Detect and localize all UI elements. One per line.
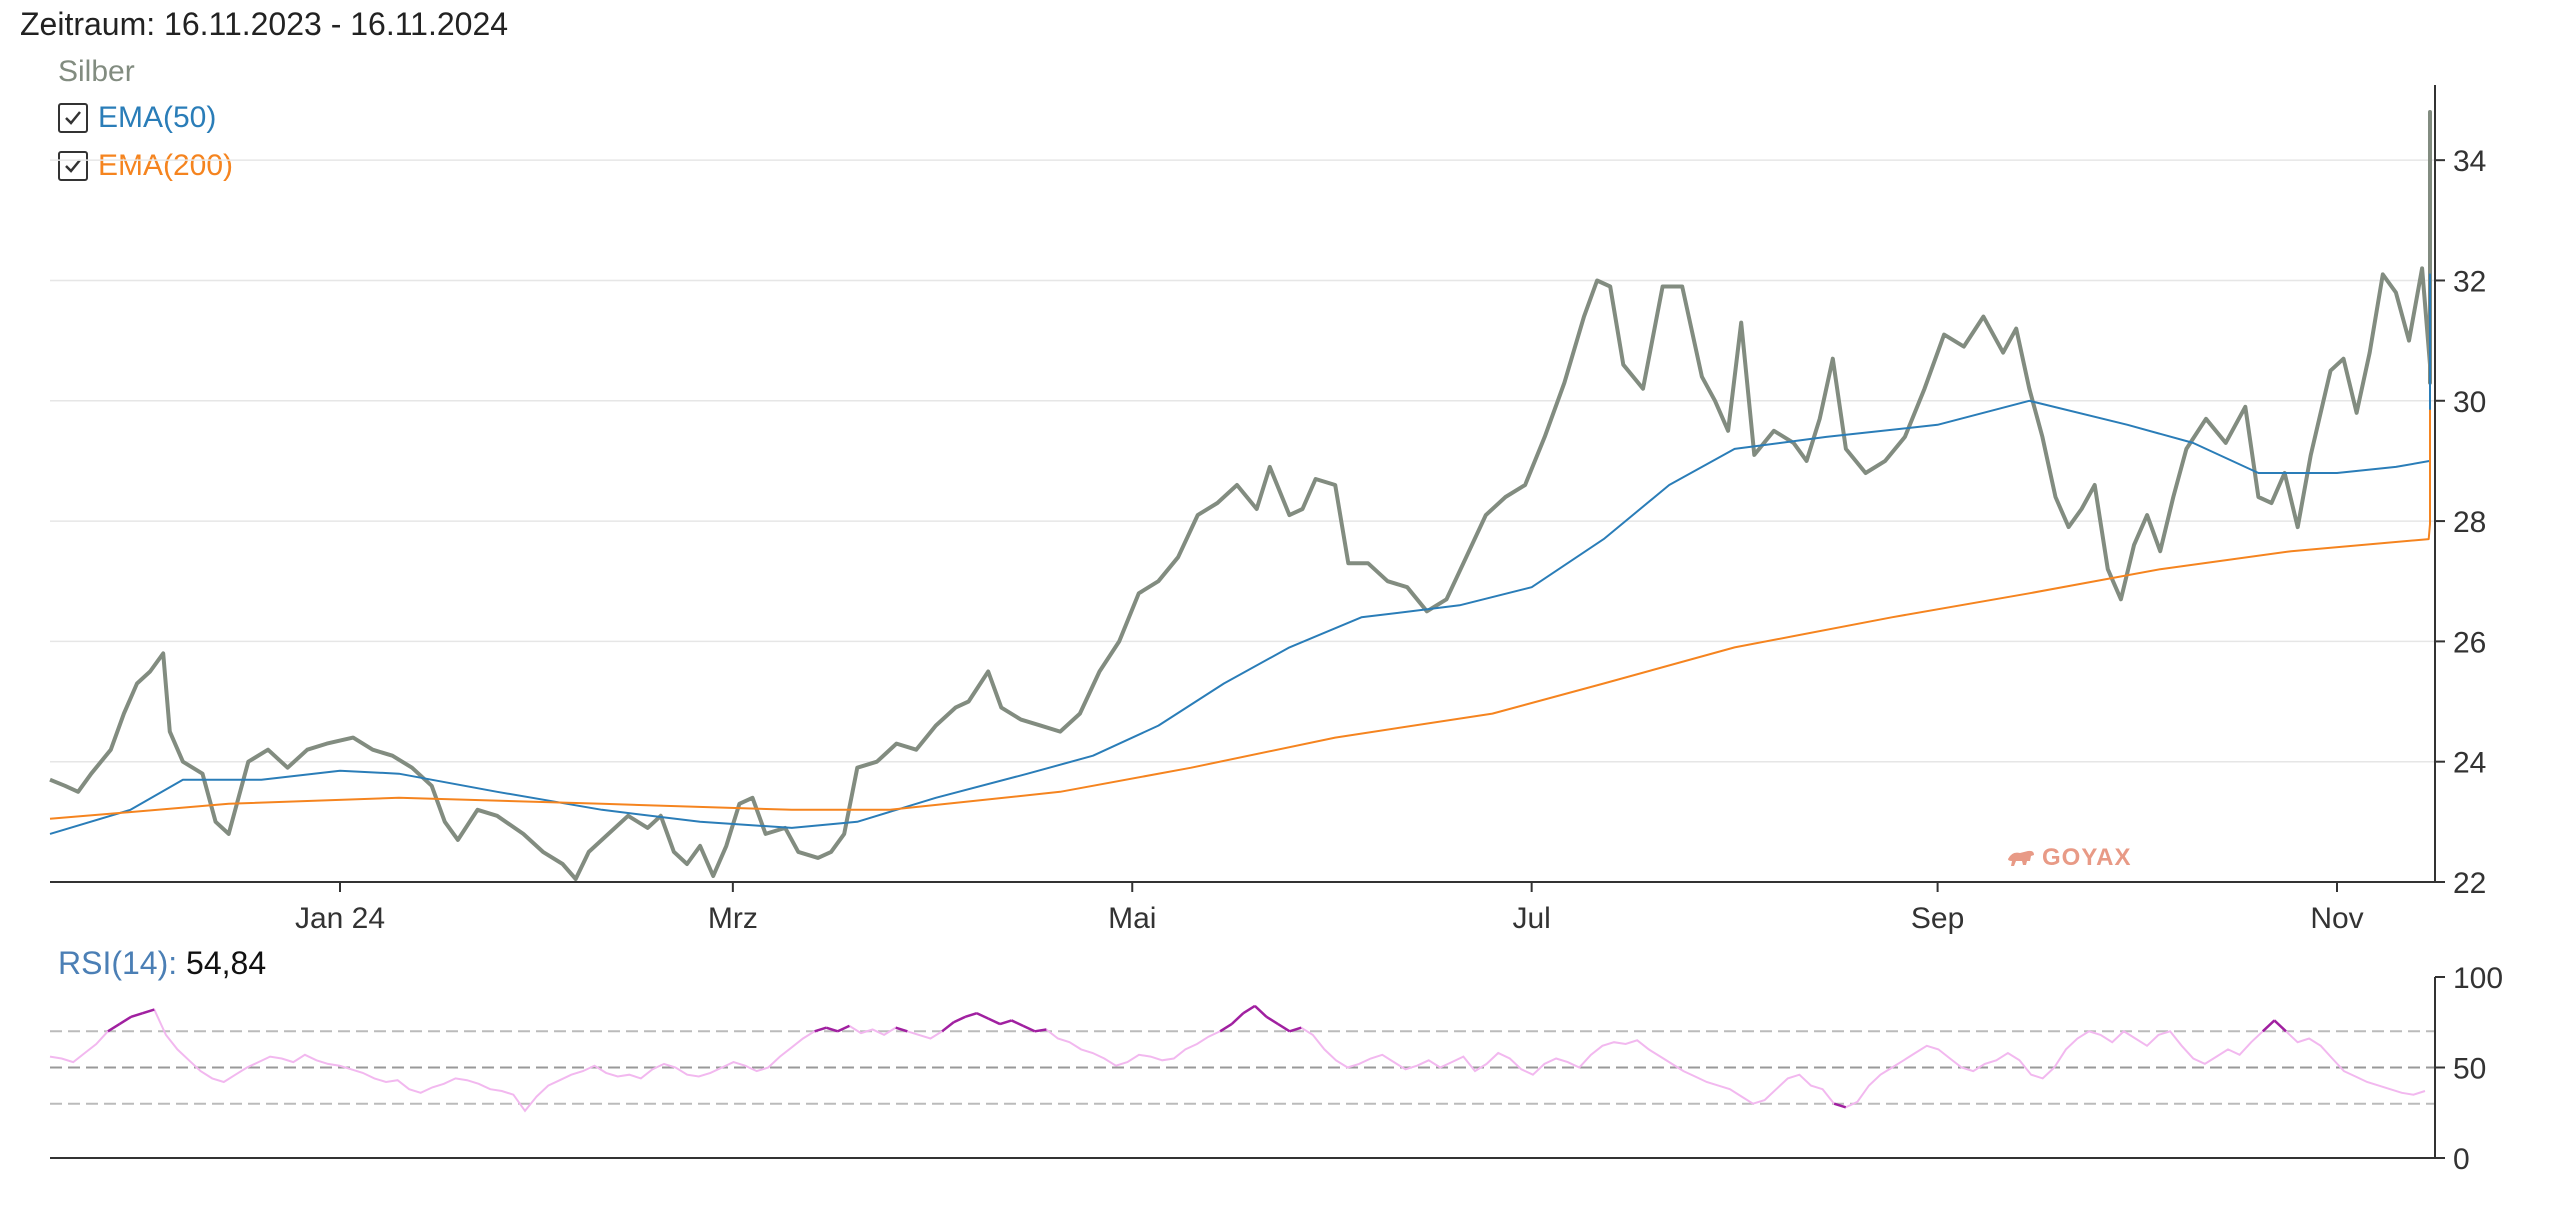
rsi-extreme-segment [2261, 1019, 2276, 1033]
rsi-extreme-segment [976, 1012, 989, 1020]
bull-logo-icon [2008, 850, 2034, 866]
x-tick-label: Mai [1108, 902, 1156, 935]
checkbox-icon[interactable] [58, 151, 88, 181]
rsi-extreme-segment [1265, 1015, 1279, 1026]
rsi-value: 54,84 [186, 945, 267, 981]
rsi-y-tick-label: 0 [2453, 1143, 2470, 1176]
price-grid [50, 159, 2435, 763]
legend-ema200-toggle[interactable]: EMA(200) [58, 146, 233, 186]
goyax-watermark: GOYAX [2006, 844, 2131, 872]
x-tick-label: Sep [1911, 902, 1964, 935]
rsi-extreme-segment [999, 1019, 1012, 1026]
y-tick-label: 34 [2453, 145, 2486, 178]
rsi-extreme-segment [130, 1012, 144, 1019]
rsi-extreme-segment [941, 1021, 955, 1033]
rsi-extreme-segment [1254, 1005, 1268, 1018]
goyax-text: GOYAX [2042, 844, 2132, 871]
rsi-extreme-segment [1034, 1028, 1047, 1033]
rsi-extreme-segment [1011, 1019, 1024, 1028]
legend-silber: Silber [58, 55, 135, 88]
rsi-grid [50, 1030, 2435, 1105]
rsi-extreme-segment [987, 1017, 1001, 1026]
x-tick-label: Mrz [708, 902, 758, 935]
x-tick-label: Nov [2310, 902, 2363, 935]
price-axes: 22 24 26 28 30 32 34 Jan 24 Mrz Mai Jul Sep Nov [50, 85, 2486, 935]
rsi-extreme-segment [1022, 1024, 1036, 1033]
rsi-extreme-segment [118, 1015, 132, 1026]
x-tick-label: Jan 24 [295, 902, 385, 935]
legend-ema50-toggle[interactable]: EMA(50) [58, 98, 216, 138]
series-line-ema-200 [49, 409, 2431, 820]
y-tick-label: 28 [2453, 506, 2486, 539]
rsi-y-tick-label: 100 [2453, 962, 2503, 995]
rsi-extreme-segment [814, 1026, 827, 1033]
y-tick-label: 32 [2453, 265, 2486, 298]
legend-ema200-label: EMA(200) [98, 149, 234, 182]
rsi-y-tick-label: 50 [2453, 1053, 2486, 1086]
rsi-extreme-segment [1219, 1023, 1233, 1033]
rsi-extreme-segment [2273, 1019, 2287, 1033]
rsi-name: RSI(14): [58, 945, 178, 981]
checkbox-icon[interactable] [58, 103, 88, 133]
rsi-extreme-segment [953, 1015, 966, 1024]
rsi-series [49, 1004, 2426, 1113]
rsi-extreme-segment [1277, 1023, 1291, 1033]
rsi-axes: 0 50 100 [50, 962, 2503, 1176]
rsi-extreme-segment [964, 1012, 978, 1019]
rsi-extreme-segment [895, 1026, 908, 1033]
rsi-extreme-segment [1289, 1026, 1302, 1033]
y-tick-label: 26 [2453, 626, 2486, 659]
rsi-label: RSI(14): 54,84 [58, 945, 266, 982]
rsi-extreme-segment [825, 1026, 839, 1033]
rsi-extreme-segment [107, 1023, 121, 1033]
rsi-extreme-segment [1242, 1004, 1256, 1015]
rsi-extreme-segment [142, 1008, 155, 1015]
price-series [49, 110, 2432, 881]
rsi-extreme-segment [1230, 1012, 1245, 1025]
y-tick-label: 30 [2453, 386, 2486, 419]
y-tick-label: 22 [2453, 867, 2486, 900]
rsi-extreme-segment [837, 1024, 850, 1033]
x-tick-label: Jul [1512, 902, 1550, 935]
series-line-silber [49, 110, 2432, 881]
period-label: Zeitraum: 16.11.2023 - 16.11.2024 [20, 6, 509, 42]
rsi-extreme-segment [1833, 1102, 1847, 1109]
y-tick-label: 24 [2453, 747, 2486, 780]
series-line-rsi [49, 1004, 2426, 1113]
series-line-ema-50 [49, 273, 2431, 835]
legend-ema50-label: EMA(50) [98, 101, 217, 134]
